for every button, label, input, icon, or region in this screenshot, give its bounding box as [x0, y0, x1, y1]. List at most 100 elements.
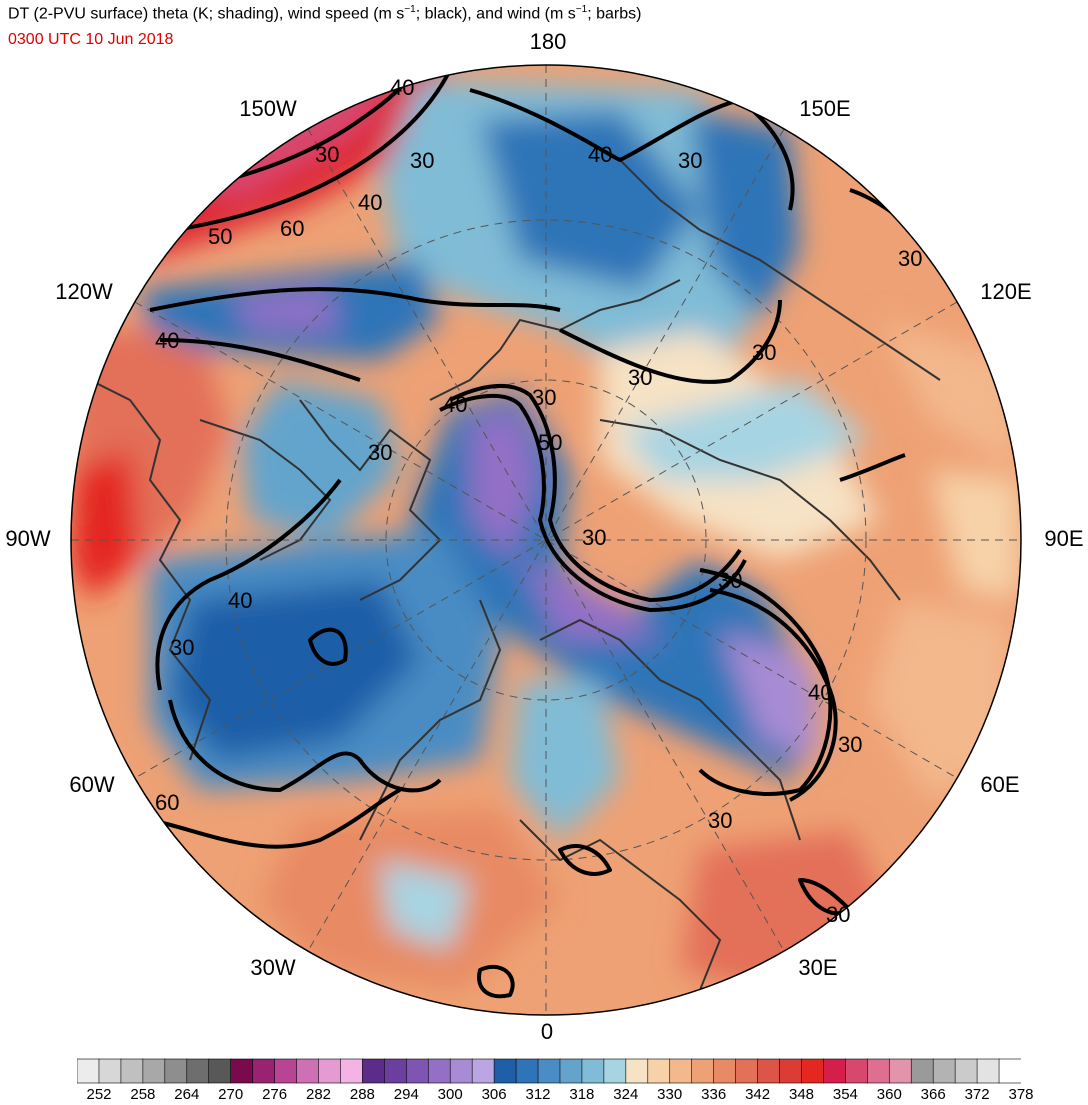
colorbar-swatch: [252, 1058, 276, 1084]
contour-label: 60: [280, 216, 304, 241]
colorbar-swatch: [867, 1058, 890, 1084]
colorbar-swatch: [801, 1058, 825, 1084]
contour-label: 40: [155, 328, 179, 353]
colorbar-swatch: [384, 1058, 408, 1084]
colorbar-swatch: [98, 1058, 122, 1084]
colorbar-tick-label: 258: [130, 1086, 156, 1103]
title-main: DT (2-PVU surface) theta (K; shading), w…: [8, 5, 405, 23]
contour-label: 30: [628, 365, 652, 390]
colorbar-tick-label: 264: [174, 1086, 200, 1103]
colorbar: [77, 1058, 1021, 1084]
title-superscript-2: −1: [575, 4, 588, 15]
colorbar-swatch: [296, 1058, 320, 1084]
colorbar-swatch: [647, 1058, 671, 1084]
colorbar-tick-label: 294: [393, 1086, 419, 1103]
contour-label: 30: [532, 385, 556, 410]
title-superscript-1: −1: [404, 4, 416, 15]
lon-label-90e: 90E: [1044, 526, 1084, 551]
valid-time-label: 0300 UTC 10 Jun 2018: [8, 31, 174, 48]
lon-label-30e: 30E: [798, 955, 838, 980]
colorbar-swatch: [625, 1058, 649, 1084]
colorbar-tick-label: 288: [349, 1086, 375, 1103]
chart-title: DT (2-PVU surface) theta (K; shading), w…: [8, 4, 641, 23]
colorbar-tick-label: 306: [481, 1086, 507, 1103]
colorbar-swatch: [77, 1058, 100, 1084]
colorbar-swatch: [845, 1058, 869, 1084]
colorbar-tick-label: 276: [262, 1086, 288, 1103]
colorbar-swatch: [142, 1058, 166, 1084]
colorbar-swatch: [186, 1058, 210, 1084]
colorbar-swatch: [669, 1058, 693, 1084]
colorbar-tick-label: 330: [657, 1086, 683, 1103]
colorbar-tick-label: 282: [305, 1086, 332, 1103]
contour-label: 30: [170, 635, 194, 660]
lon-label-150w: 150W: [239, 96, 297, 121]
contour-label: 40: [228, 588, 252, 613]
contour-label: 40: [808, 680, 832, 705]
colorbar-swatch: [713, 1058, 737, 1084]
colorbar-swatch: [164, 1058, 188, 1084]
lon-label-150e: 150E: [799, 96, 851, 121]
contour-label: 30: [678, 148, 702, 173]
colorbar-tick-label: 336: [701, 1086, 727, 1103]
colorbar-swatch: [757, 1058, 781, 1084]
contour-label: 30: [368, 440, 392, 465]
lon-label-60w: 60W: [69, 772, 115, 797]
colorbar-tick-label: 324: [613, 1086, 639, 1103]
colorbar-swatch: [998, 1058, 1021, 1084]
contour-label: 40: [358, 190, 382, 215]
colorbar-tick-label: 354: [832, 1086, 858, 1103]
colorbar-swatch: [427, 1058, 451, 1084]
contour-label: 60: [155, 790, 179, 815]
colorbar-tick-label: 252: [86, 1086, 112, 1103]
colorbar-swatch: [362, 1058, 386, 1084]
contour-labels: 40 30 60 50 30 40 30 30 40 30 40 30 50 3…: [155, 75, 922, 927]
colorbar-swatch: [208, 1058, 232, 1084]
colorbar-tick-label: 318: [569, 1086, 595, 1103]
contour-label: 30: [838, 732, 862, 757]
colorbar-swatch: [493, 1058, 517, 1084]
lon-label-180: 180: [529, 29, 567, 54]
lon-label-120w: 120W: [55, 279, 113, 304]
colorbar-swatch: [779, 1058, 803, 1084]
colorbar-tick-label: 270: [218, 1086, 244, 1103]
colorbar-swatch: [581, 1058, 605, 1084]
colorbar-tick-label: 348: [788, 1086, 815, 1103]
colorbar-tick-label: 366: [920, 1086, 946, 1103]
contour-label: 30: [410, 148, 434, 173]
colorbar-swatch: [823, 1058, 847, 1084]
colorbar-swatch: [274, 1058, 298, 1084]
lon-label-90w: 90W: [5, 526, 51, 551]
contour-label: 30: [752, 340, 776, 365]
colorbar-swatch: [559, 1058, 583, 1084]
colorbar-swatch: [449, 1058, 473, 1084]
colorbar-swatch: [888, 1058, 912, 1084]
contour-label: 30: [315, 142, 339, 167]
contour-label: 30: [582, 525, 606, 550]
title-tail: ; barbs): [587, 5, 642, 23]
colorbar-tick-label: 300: [437, 1086, 463, 1103]
colorbar-swatch: [954, 1058, 978, 1084]
colorbar-swatch: [515, 1058, 539, 1084]
contour-label: 30: [718, 568, 742, 593]
colorbar-swatch: [691, 1058, 715, 1084]
colorbar-swatch: [230, 1058, 254, 1084]
colorbar-swatch: [318, 1058, 342, 1084]
lon-label-0: 0: [540, 1019, 554, 1044]
colorbar-tick-label: 378: [1008, 1086, 1034, 1103]
contour-label: 50: [208, 224, 232, 249]
colorbar-tick-label: 342: [745, 1086, 771, 1103]
lon-label-120e: 120E: [980, 279, 1032, 304]
lon-label-60e: 60E: [980, 772, 1020, 797]
colorbar-swatch: [537, 1058, 561, 1084]
title-mid: ; black), and wind (m s: [415, 5, 576, 23]
colorbar-swatch: [471, 1058, 495, 1084]
contour-label: 50: [538, 430, 562, 455]
colorbar-swatch: [735, 1058, 759, 1084]
graticule: [71, 65, 1021, 1015]
colorbar-swatch: [340, 1058, 364, 1084]
colorbar-swatch: [120, 1058, 144, 1084]
contour-label: 40: [588, 142, 612, 167]
colorbar-swatch: [976, 1058, 1000, 1084]
colorbar-swatch: [910, 1058, 934, 1084]
